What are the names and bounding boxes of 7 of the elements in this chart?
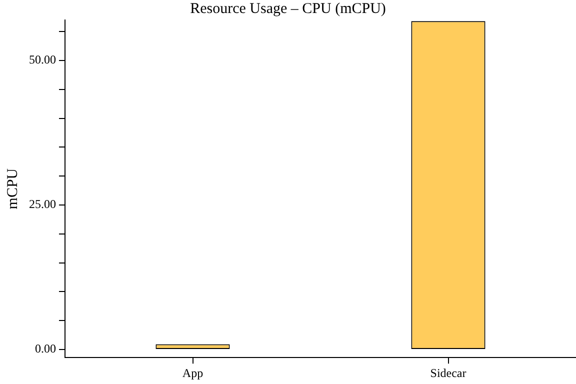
y-tick-label: 25.00	[29, 197, 56, 212]
y-tick-label: 50.00	[29, 52, 56, 67]
chart-title: Resource Usage – CPU (mCPU)	[190, 0, 386, 17]
y-tick-label: 0.00	[35, 342, 56, 356]
x-tick-label: Sidecar	[430, 366, 466, 380]
y-axis-title: mCPU	[4, 168, 21, 210]
x-tick-label: App	[182, 366, 204, 380]
